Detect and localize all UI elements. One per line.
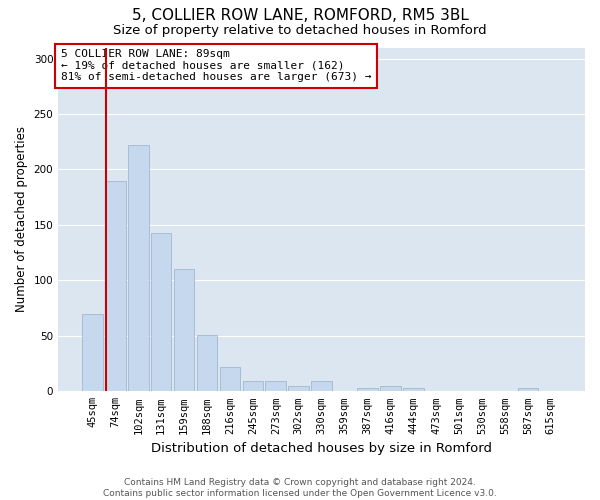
Text: Contains HM Land Registry data © Crown copyright and database right 2024.
Contai: Contains HM Land Registry data © Crown c… [103, 478, 497, 498]
X-axis label: Distribution of detached houses by size in Romford: Distribution of detached houses by size … [151, 442, 492, 455]
Bar [197, 334, 217, 392]
Bar [128, 145, 149, 392]
Bar [174, 270, 194, 392]
Bar [403, 388, 424, 392]
Text: 5 COLLIER ROW LANE: 89sqm
← 19% of detached houses are smaller (162)
81% of semi: 5 COLLIER ROW LANE: 89sqm ← 19% of detac… [61, 49, 371, 82]
Bar [105, 180, 125, 392]
Bar [151, 232, 172, 392]
Text: 5, COLLIER ROW LANE, ROMFORD, RM5 3BL: 5, COLLIER ROW LANE, ROMFORD, RM5 3BL [131, 8, 469, 22]
Bar [380, 386, 401, 392]
Text: Size of property relative to detached houses in Romford: Size of property relative to detached ho… [113, 24, 487, 37]
Bar [82, 314, 103, 392]
Bar [518, 388, 538, 392]
Bar [357, 388, 378, 392]
Bar [265, 382, 286, 392]
Bar [289, 386, 309, 392]
Bar [220, 367, 240, 392]
Bar [311, 382, 332, 392]
Y-axis label: Number of detached properties: Number of detached properties [15, 126, 28, 312]
Bar [242, 382, 263, 392]
